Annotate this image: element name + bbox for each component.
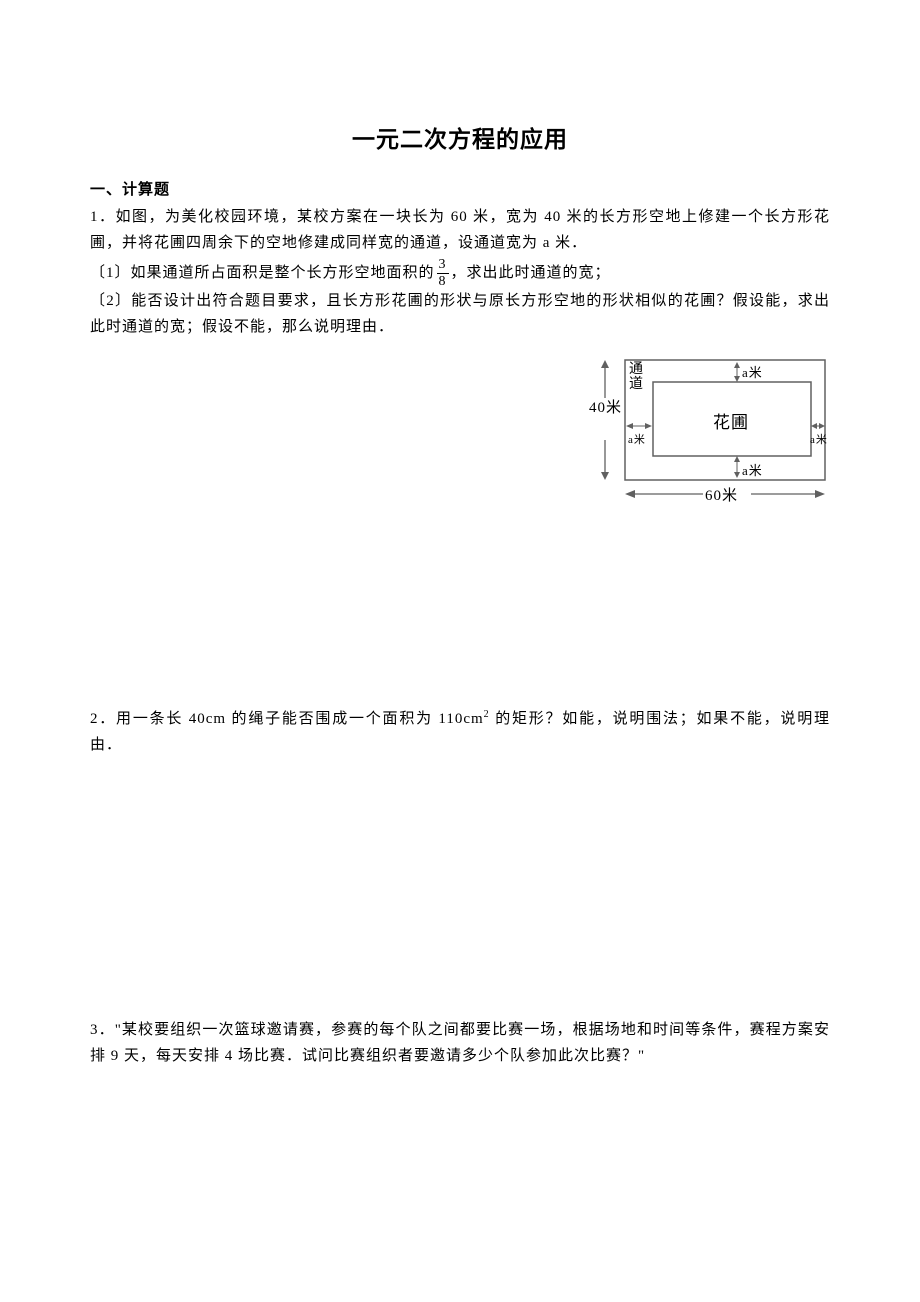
q1-sub2: 〔2〕能否设计出符合题目要求，且长方形花圃的形状与原长方形空地的形状相似的花圃？… xyxy=(90,289,830,340)
frac-denominator: 8 xyxy=(437,274,449,289)
fig-a-bottom: a米 xyxy=(742,460,763,479)
fig-corner-label: 通道 xyxy=(629,362,647,393)
q1-sub1-pre: 〔1〕如果通道所占面积是整个长方形空地面积的 xyxy=(90,265,435,281)
q1-sub1-post: ，求出此时通道的宽； xyxy=(451,265,611,281)
fig-a-right: a米 xyxy=(810,431,828,447)
q2-stem: 2．用一条长 40cm 的绳子能否围成一个面积为 110cm2 的矩形？如能，说… xyxy=(90,706,830,758)
q1-stem: 1．如图，为美化校园环境，某校方案在一块长为 60 米，宽为 40 米的长方形空… xyxy=(90,205,830,256)
corridor-figure: 40米 通道 花圃 a米 a米 a米 a米 60米 xyxy=(595,356,830,506)
q2-pre: 2．用一条长 40cm 的绳子能否围成一个面积为 110cm xyxy=(90,711,484,727)
fig-a-top: a米 xyxy=(742,362,763,381)
fig-bottom-label: 60米 xyxy=(705,484,738,505)
frac-numerator: 3 xyxy=(437,258,449,274)
fig-a-left: a米 xyxy=(628,431,646,447)
document-title: 一元二次方程的应用 xyxy=(90,120,830,154)
fig-left-label: 40米 xyxy=(589,400,622,417)
q1-line1: 1．如图，为美化校园环境，某校方案在一块长为 60 米，宽为 40 米的长方形空… xyxy=(90,209,830,251)
section-heading: 一、计算题 xyxy=(90,178,830,199)
q1-sub1: 〔1〕如果通道所占面积是整个长方形空地面积的38，求出此时通道的宽； xyxy=(90,258,830,289)
figure-container: 40米 通道 花圃 a米 a米 a米 a米 60米 xyxy=(90,356,830,506)
q3-stem: 3．"某校要组织一次篮球邀请赛，参赛的每个队之间都要比赛一场，根据场地和时间等条… xyxy=(90,1018,830,1069)
fraction-3-8: 38 xyxy=(437,258,449,289)
fig-inner-label: 花圃 xyxy=(713,408,749,433)
